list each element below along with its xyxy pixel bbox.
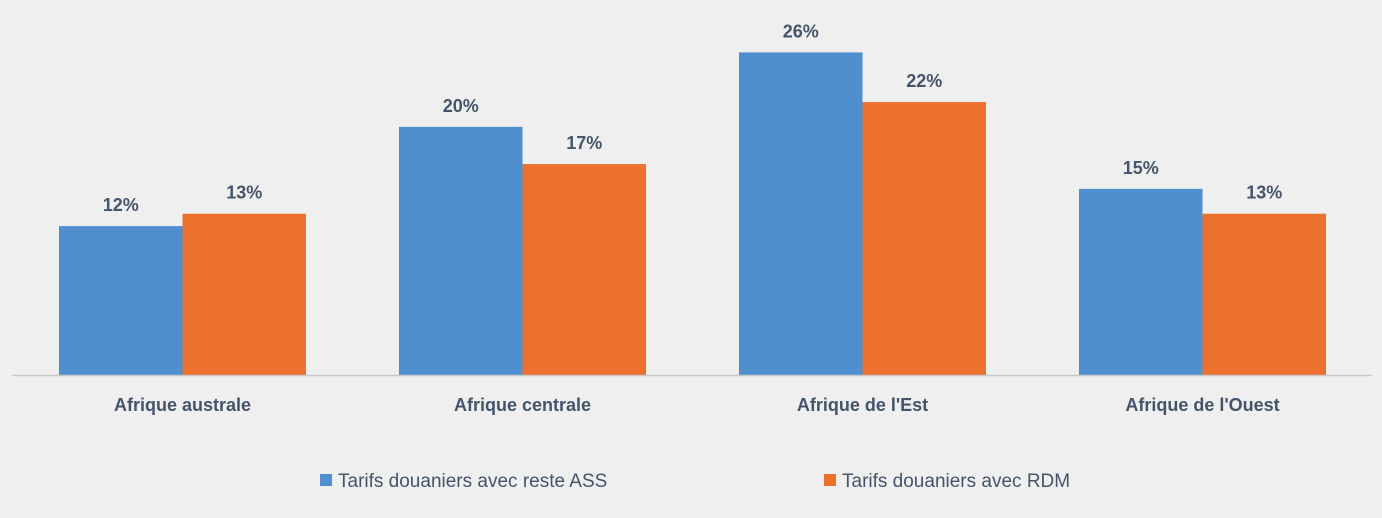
- data-label: 13%: [1246, 183, 1282, 203]
- bar: [1079, 188, 1203, 375]
- bar: [862, 102, 986, 375]
- legend-label: Tarifs douaniers avec RDM: [842, 471, 1070, 492]
- legend-swatch: [320, 474, 332, 486]
- data-label: 22%: [906, 71, 942, 91]
- data-label: 26%: [783, 21, 819, 41]
- bar: [59, 226, 183, 375]
- bar: [739, 52, 863, 375]
- data-label: 12%: [103, 195, 139, 215]
- bar: [522, 164, 646, 375]
- x-tick-label: Afrique australe: [114, 395, 251, 415]
- x-tick-label: Afrique de l'Ouest: [1125, 395, 1279, 415]
- legend-label: Tarifs douaniers avec reste ASS: [338, 471, 607, 492]
- bar: [182, 213, 306, 375]
- bar: [399, 126, 523, 375]
- legend-swatch: [824, 474, 836, 486]
- data-label: 20%: [443, 96, 479, 116]
- bar: [1202, 213, 1326, 375]
- x-tick-label: Afrique centrale: [454, 395, 591, 415]
- x-tick-label: Afrique de l'Est: [797, 395, 928, 415]
- data-label: 17%: [566, 133, 602, 153]
- data-label: 13%: [226, 183, 262, 203]
- data-label: 15%: [1123, 158, 1159, 178]
